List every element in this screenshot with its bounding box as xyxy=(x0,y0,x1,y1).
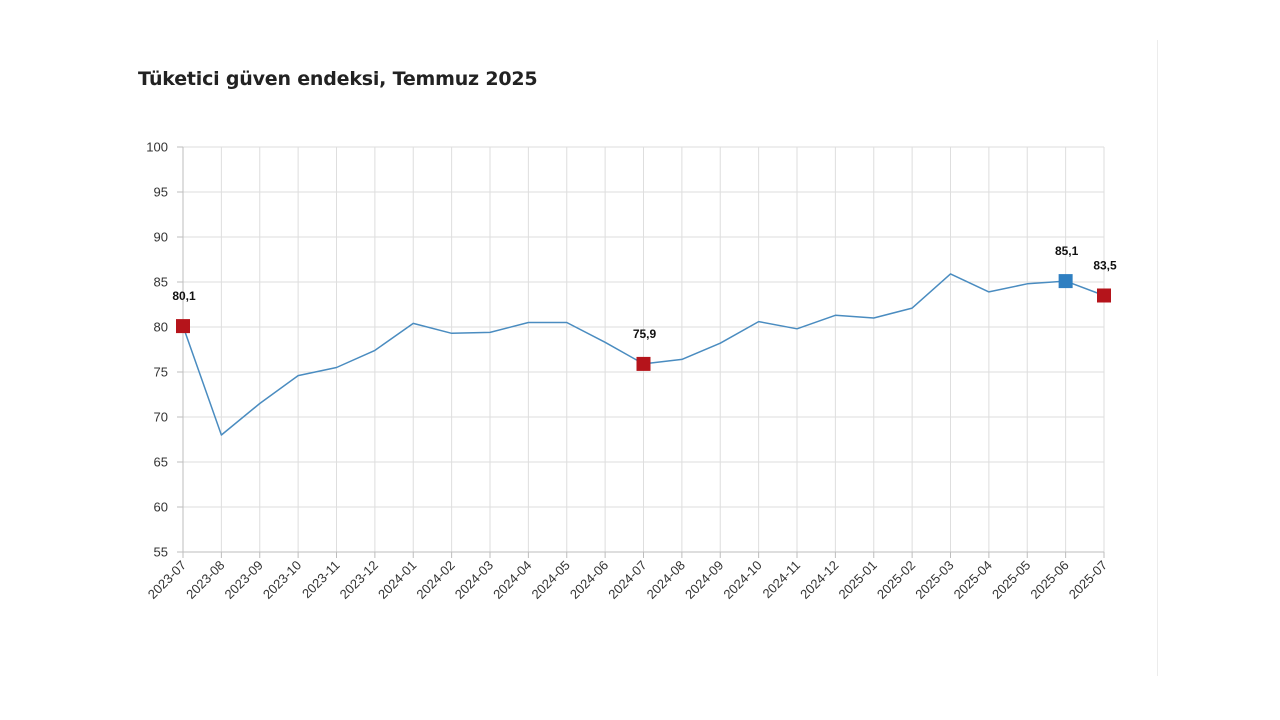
x-tick-label: 2025-07 xyxy=(1066,558,1110,602)
right-divider xyxy=(1157,40,1158,676)
x-tick-label: 2024-11 xyxy=(759,558,803,602)
x-tick-label: 2023-11 xyxy=(299,558,343,602)
x-tick-label: 2023-12 xyxy=(337,558,381,602)
x-tick-label: 2025-02 xyxy=(874,558,918,602)
x-tick-label: 2024-04 xyxy=(490,558,534,602)
x-tick-label: 2025-06 xyxy=(1027,558,1071,602)
x-tick-label: 2025-03 xyxy=(912,558,956,602)
data-label: 75,9 xyxy=(633,327,657,341)
x-tick-label: 2025-04 xyxy=(951,558,995,602)
y-tick-label: 90 xyxy=(154,230,168,245)
highlight-marker xyxy=(636,356,651,371)
x-tick-label: 2024-09 xyxy=(682,558,726,602)
y-tick-label: 55 xyxy=(154,545,168,560)
y-tick-label: 75 xyxy=(154,365,168,380)
x-tick-label: 2024-10 xyxy=(720,558,764,602)
x-tick-label: 2024-08 xyxy=(644,558,688,602)
highlight-marker xyxy=(1097,288,1111,303)
y-tick-label: 80 xyxy=(154,320,168,335)
y-tick-label: 85 xyxy=(154,275,168,290)
y-tick-label: 95 xyxy=(154,185,168,200)
x-tick-label: 2024-03 xyxy=(452,558,496,602)
y-tick-label: 70 xyxy=(154,410,168,425)
x-tick-label: 2024-07 xyxy=(605,558,649,602)
x-tick-label: 2024-01 xyxy=(375,558,419,602)
data-label: 80,1 xyxy=(172,289,196,303)
x-tick-label: 2023-07 xyxy=(145,558,189,602)
x-tick-label: 2024-05 xyxy=(529,558,573,602)
x-tick-label: 2023-09 xyxy=(222,558,266,602)
x-tick-label: 2025-05 xyxy=(989,558,1033,602)
x-tick-label: 2024-06 xyxy=(567,558,611,602)
data-label: 83,5 xyxy=(1093,259,1117,273)
x-tick-label: 2025-01 xyxy=(836,558,880,602)
y-tick-label: 100 xyxy=(146,140,168,155)
x-tick-label: 2023-08 xyxy=(183,558,227,602)
x-tick-label: 2024-02 xyxy=(413,558,457,602)
x-tick-label: 2023-10 xyxy=(260,558,304,602)
data-label: 85,1 xyxy=(1055,244,1079,258)
y-tick-label: 60 xyxy=(154,500,168,515)
highlight-marker xyxy=(176,319,190,334)
x-tick-label: 2024-12 xyxy=(797,558,841,602)
highlight-marker xyxy=(1058,274,1073,289)
chart-title: Tüketici güven endeksi, Temmuz 2025 xyxy=(138,68,538,90)
y-tick-label: 65 xyxy=(154,455,168,470)
